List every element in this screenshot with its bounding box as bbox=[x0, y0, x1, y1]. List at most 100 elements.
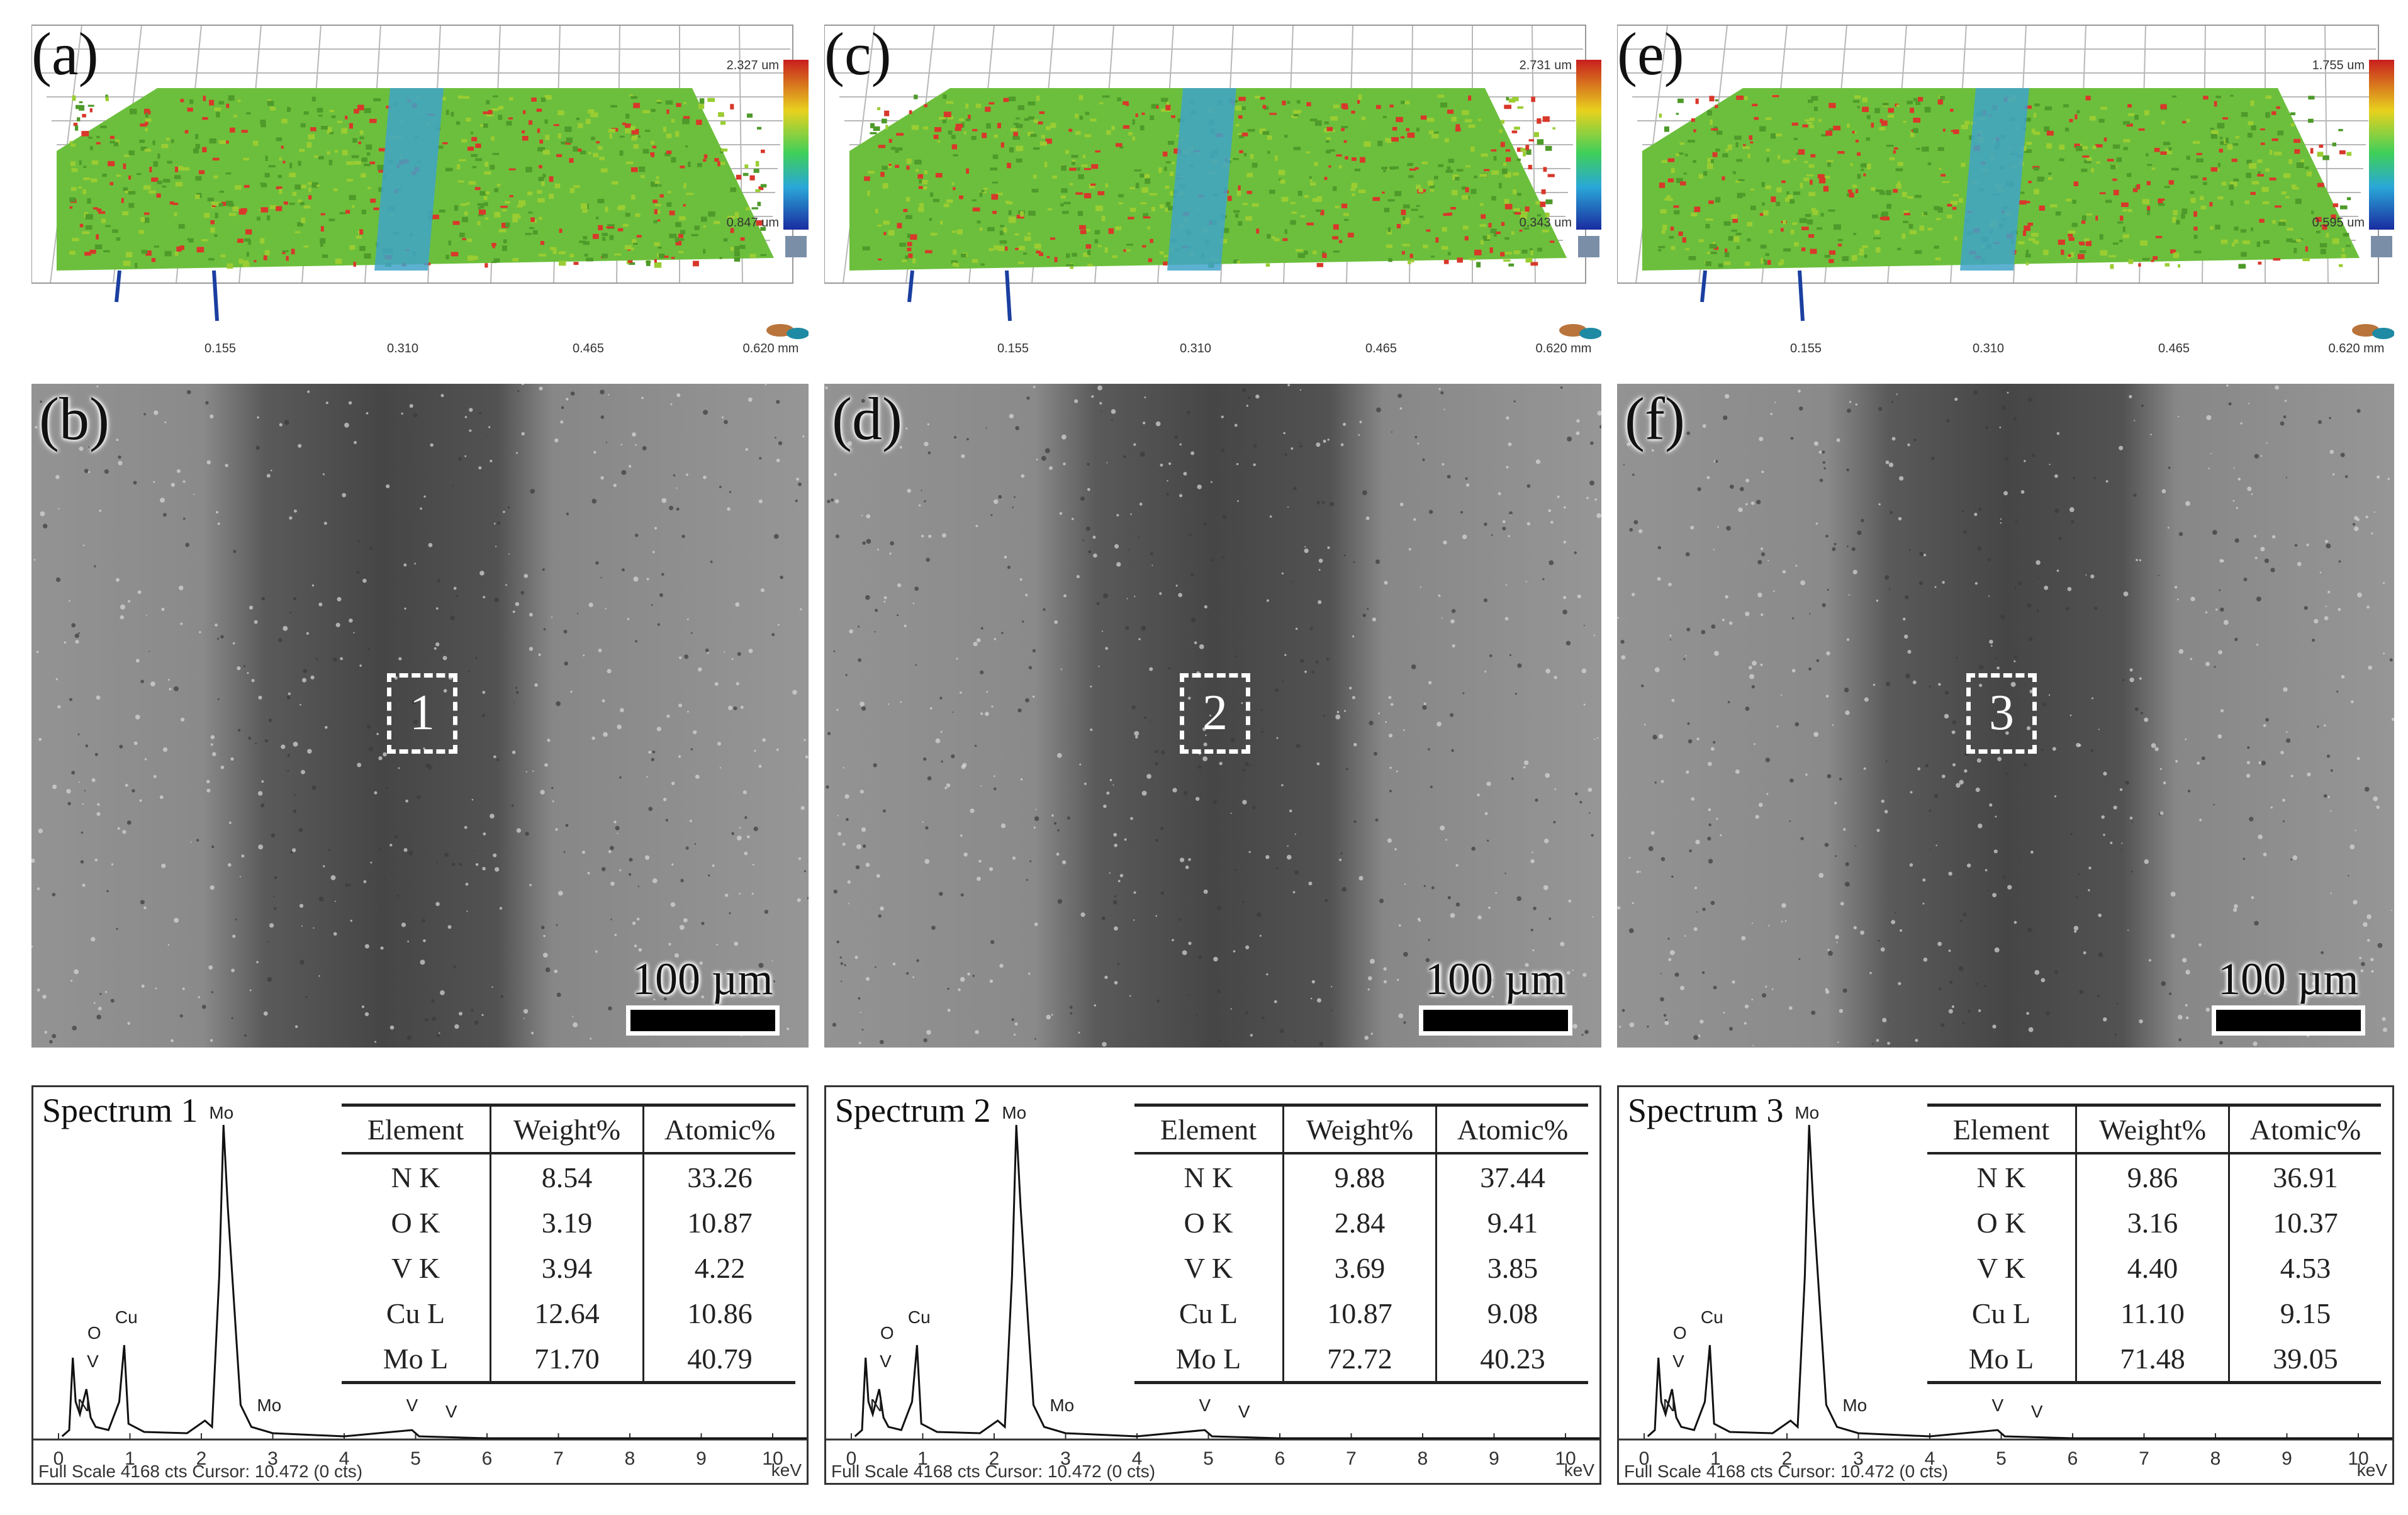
table-cell: N K bbox=[1927, 1153, 2077, 1200]
figure-column-1: 2.327 um 0.847 um 0.155 0.310 0.465 0.620 mm (… bbox=[31, 0, 809, 1515]
spectrum-footer: Full Scale 4168 cts Cursor: 10.472 (0 ct… bbox=[38, 1462, 363, 1481]
column-header: Element bbox=[1927, 1104, 2077, 1154]
spectrum-line bbox=[1647, 1124, 2392, 1440]
energy-unit-label: keV bbox=[771, 1460, 802, 1480]
table-cell: 10.37 bbox=[2273, 1206, 2338, 1239]
x-tick-label: 0.465 bbox=[1365, 342, 1397, 355]
peak-label: V bbox=[1672, 1351, 1684, 1371]
table-cell: 71.48 bbox=[2076, 1336, 2230, 1384]
colorbar-min-label: 0.847 um bbox=[727, 216, 779, 230]
panel-label-sem: (f) bbox=[1625, 385, 1685, 452]
energy-tick-label: 1 bbox=[917, 1448, 928, 1469]
eds-composition-table: Element Weight% Atomic% N K 9.88 37.44 O K 2.84… bbox=[1134, 1104, 1588, 1384]
spectrum-footer: Full Scale 4168 cts Cursor: 10.472 (0 ct… bbox=[1624, 1462, 1949, 1481]
energy-tick-label: 7 bbox=[2139, 1448, 2149, 1469]
table-cell: 33.26 bbox=[687, 1161, 753, 1194]
table-cell: 3.16 bbox=[2076, 1200, 2230, 1245]
table-cell: Cu L bbox=[342, 1290, 491, 1336]
table-cell: Cu L bbox=[1927, 1290, 2077, 1336]
column-header: Element bbox=[342, 1104, 491, 1154]
table-cell: 9.86 bbox=[2076, 1153, 2230, 1200]
energy-tick-label: 0 bbox=[53, 1448, 64, 1469]
table-cell: 10.86 bbox=[687, 1297, 753, 1329]
energy-tick-label: 7 bbox=[553, 1448, 564, 1469]
table-cell: 9.88 bbox=[1283, 1153, 1437, 1200]
spectrum-line bbox=[61, 1124, 807, 1440]
x-tick-label: 0.310 bbox=[1180, 342, 1211, 355]
arrow-icon bbox=[785, 236, 807, 257]
energy-tick-label: 1 bbox=[125, 1448, 135, 1469]
peak-label: V bbox=[87, 1351, 99, 1371]
peak-label: Cu bbox=[115, 1307, 138, 1327]
energy-tick-label: 0 bbox=[846, 1448, 857, 1469]
table-cell: O K bbox=[342, 1200, 491, 1245]
wear-track bbox=[1167, 88, 1236, 271]
figure-column-3: 1.755 um 0.595 um 0.155 0.310 0.465 0.620 mm (… bbox=[1616, 0, 2395, 1515]
panel-label-sem: (b) bbox=[39, 385, 109, 452]
table-cell: 10.87 bbox=[1283, 1290, 1437, 1336]
column-header: Atomic% bbox=[643, 1104, 795, 1154]
peak-label: N bbox=[870, 1395, 883, 1415]
energy-tick-label: 9 bbox=[2282, 1448, 2292, 1469]
table-cell: 37.44 bbox=[1480, 1161, 1545, 1194]
colorbar-max-label: 1.755 um bbox=[2312, 59, 2365, 72]
peak-label: Mo bbox=[1842, 1395, 1867, 1415]
sem-micrograph: (f) 3 100 µm bbox=[1617, 384, 2394, 1048]
eds-spectrum-panel: 0 1 2 3 4 5 6 7 8 9 10 Mo Cu O V N Mo V V Spectrum 2 Full Sc… bbox=[824, 1085, 1601, 1485]
x-tick-label: 0.620 mm bbox=[2329, 342, 2385, 355]
table-row: V K 4.40 4.53 bbox=[1927, 1245, 2381, 1290]
energy-tick-label: 3 bbox=[267, 1448, 278, 1469]
table-cell: 9.08 bbox=[1487, 1297, 1538, 1329]
table-cell: 11.10 bbox=[2076, 1290, 2230, 1336]
table-cell: Mo L bbox=[1134, 1336, 1284, 1384]
sem-micrograph: (d) 2 100 µm bbox=[824, 384, 1601, 1048]
table-row: Mo L 71.70 40.79 bbox=[342, 1336, 795, 1384]
energy-tick-label: 8 bbox=[2210, 1448, 2221, 1469]
column-header: Weight% bbox=[2076, 1104, 2230, 1154]
peak-label: V bbox=[445, 1402, 457, 1421]
table-cell: 4.40 bbox=[2076, 1245, 2230, 1290]
energy-tick-label: 10 bbox=[2348, 1448, 2368, 1469]
panel-label-topography: (c) bbox=[824, 20, 892, 87]
table-cell: N K bbox=[1134, 1153, 1284, 1200]
table-cell: 3.85 bbox=[1487, 1251, 1538, 1284]
peak-label: Cu bbox=[1701, 1307, 1723, 1327]
peak-label: O bbox=[1673, 1323, 1687, 1343]
scale-bar bbox=[1419, 1005, 1572, 1036]
peak-label: O bbox=[87, 1323, 101, 1343]
x-tick-label: 0.155 bbox=[204, 342, 236, 355]
spectrum-footer: Full Scale 4168 cts Cursor: 10.472 (0 ct… bbox=[831, 1462, 1156, 1481]
energy-tick-label: 10 bbox=[762, 1448, 783, 1469]
x-tick-label: 0.620 mm bbox=[743, 342, 799, 355]
spectrum-title: Spectrum 2 bbox=[835, 1092, 991, 1129]
peak-label: Mo bbox=[1795, 1103, 1819, 1122]
peak-label: V bbox=[1991, 1395, 2003, 1415]
table-row: Mo L 72.72 40.23 bbox=[1134, 1336, 1588, 1384]
energy-tick-label: 5 bbox=[1996, 1448, 2007, 1469]
energy-tick-label: 6 bbox=[2068, 1448, 2078, 1469]
height-colorbar bbox=[1576, 60, 1601, 230]
table-row: Cu L 10.87 9.08 bbox=[1134, 1290, 1588, 1336]
table-cell: O K bbox=[1927, 1200, 2077, 1245]
energy-tick-label: 3 bbox=[1060, 1448, 1071, 1469]
spectrum-line bbox=[854, 1124, 1599, 1440]
table-row: N K 9.88 37.44 bbox=[1134, 1153, 1588, 1200]
peak-label: Mo bbox=[1002, 1103, 1026, 1122]
table-cell: 12.64 bbox=[490, 1290, 644, 1336]
column-header: Weight% bbox=[1283, 1104, 1437, 1154]
topography-canvas: 1.755 um 0.595 um 0.155 0.310 0.465 0.620 mm bbox=[1616, 25, 2395, 355]
eds-spectrum-panel: 0 1 2 3 4 5 6 7 8 9 10 Mo Cu O V N Mo V V Spectrum 3 Full Sc… bbox=[1617, 1085, 2394, 1485]
table-cell: O K bbox=[1134, 1200, 1284, 1245]
table-cell: 3.69 bbox=[1283, 1245, 1437, 1290]
table-cell: 3.19 bbox=[490, 1200, 644, 1245]
energy-tick-label: 9 bbox=[696, 1448, 707, 1469]
x-tick-label: 0.465 bbox=[573, 342, 604, 355]
scale-bar bbox=[2212, 1005, 2365, 1036]
column-header: Atomic% bbox=[1436, 1104, 1588, 1154]
x-tick-label: 0.310 bbox=[387, 342, 418, 355]
sem-micrograph: (b) 1 100 µm bbox=[31, 384, 809, 1048]
energy-tick-label: 8 bbox=[625, 1448, 636, 1469]
peak-label: V bbox=[406, 1395, 418, 1415]
table-cell: 39.05 bbox=[2229, 1336, 2381, 1384]
